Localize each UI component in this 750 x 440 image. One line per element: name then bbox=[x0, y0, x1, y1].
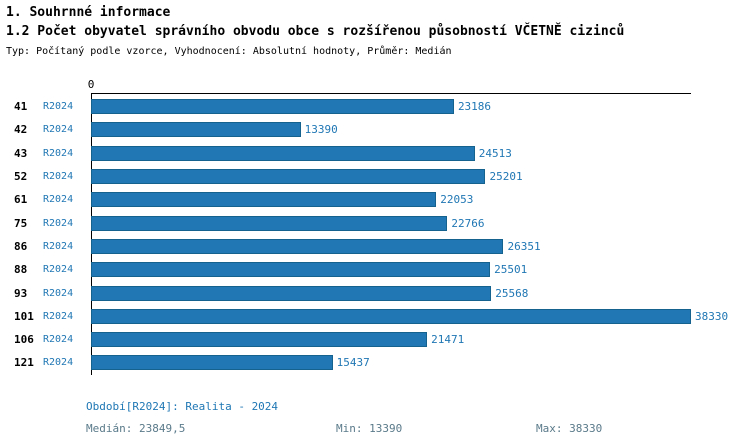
value-label: 13390 bbox=[304, 123, 338, 137]
category-label: 88 bbox=[14, 263, 28, 277]
series-label: R2024 bbox=[43, 101, 74, 113]
bar-track: 22053 bbox=[91, 188, 691, 211]
chart-title: 1.2 Počet obyvatel správního obvodu obce… bbox=[6, 24, 625, 39]
chart-row: 121 R2024 15437 bbox=[6, 351, 750, 374]
series-label: R2024 bbox=[43, 264, 74, 276]
series-label: R2024 bbox=[43, 310, 74, 322]
chart-row: 41 R2024 23186 bbox=[6, 95, 750, 118]
bar-track: 25501 bbox=[91, 258, 691, 281]
series-label: R2024 bbox=[43, 287, 74, 299]
series-label: R2024 bbox=[43, 217, 74, 229]
value-label: 26351 bbox=[507, 239, 541, 253]
chart-row: 52 R2024 25201 bbox=[6, 165, 750, 188]
chart-row: 86 R2024 26351 bbox=[6, 235, 750, 258]
category-label: 61 bbox=[14, 193, 28, 207]
value-label: 23186 bbox=[457, 100, 492, 114]
bar bbox=[91, 285, 492, 301]
x-axis-line bbox=[91, 93, 691, 94]
value-label: 25568 bbox=[495, 286, 529, 300]
chart-rows: 41 R2024 23186 42 R2024 13390 43 R2024 24513 52 R2… bbox=[6, 93, 750, 375]
category-label: 43 bbox=[14, 146, 28, 160]
chart-meta: Typ: Počítaný podle vzorce, Vyhodnocení:… bbox=[6, 46, 452, 57]
bar bbox=[91, 355, 333, 371]
median-label: Medián: 23849,5 bbox=[86, 421, 186, 435]
chart-row: 75 R2024 22766 bbox=[6, 211, 750, 234]
chart-row: 106 R2024 21471 bbox=[6, 328, 750, 351]
bar bbox=[91, 169, 486, 185]
category-label: 93 bbox=[14, 286, 28, 300]
value-label: 24513 bbox=[478, 146, 512, 160]
bar-track: 38330 bbox=[91, 305, 728, 328]
stats-row: Medián: 23849,5 Min: 13390 Max: 38330 bbox=[86, 422, 750, 435]
series-label: R2024 bbox=[43, 357, 74, 369]
bar-track: 26351 bbox=[91, 235, 691, 258]
category-label: 42 bbox=[14, 123, 28, 137]
max-label: Max: 38330 bbox=[536, 421, 603, 435]
value-label: 15437 bbox=[336, 356, 370, 370]
chart-row: 93 R2024 25568 bbox=[6, 281, 750, 304]
value-label: 25501 bbox=[494, 263, 528, 277]
bar-chart: 0 41 R2024 23186 42 R2024 13390 43 R2024 24513 52… bbox=[6, 78, 750, 375]
category-label: 75 bbox=[14, 216, 28, 230]
bar bbox=[91, 332, 428, 348]
chart-row: 61 R2024 22053 bbox=[6, 188, 750, 211]
bar-track: 22766 bbox=[91, 211, 691, 234]
chart-footer: Období[R2024]: Realita - 2024 Medián: 23… bbox=[6, 399, 750, 435]
chart-row: 43 R2024 24513 bbox=[6, 142, 750, 165]
category-label: 106 bbox=[14, 333, 34, 347]
value-label: 21471 bbox=[431, 333, 465, 347]
value-label: 22766 bbox=[451, 216, 485, 230]
series-label: R2024 bbox=[43, 171, 74, 183]
bar bbox=[91, 192, 437, 208]
min-label: Min: 13390 bbox=[336, 421, 403, 435]
bar bbox=[91, 238, 504, 254]
bar-track: 25568 bbox=[91, 281, 691, 304]
value-label: 25201 bbox=[489, 170, 523, 184]
y-axis-line bbox=[91, 93, 92, 375]
category-label: 86 bbox=[14, 239, 28, 253]
bar bbox=[91, 308, 691, 324]
page-title: 1. Souhrnné informace bbox=[6, 5, 171, 20]
category-label: 101 bbox=[14, 309, 34, 323]
series-label: R2024 bbox=[43, 124, 74, 136]
bar-track: 23186 bbox=[91, 95, 691, 118]
bar-track: 24513 bbox=[91, 142, 691, 165]
series-label: R2024 bbox=[43, 147, 74, 159]
category-label: 121 bbox=[14, 356, 34, 370]
bar-track: 25201 bbox=[91, 165, 691, 188]
bar-track: 15437 bbox=[91, 351, 691, 374]
bar bbox=[91, 262, 491, 278]
bar bbox=[91, 215, 448, 231]
series-label: R2024 bbox=[43, 194, 74, 206]
bar-track: 13390 bbox=[91, 118, 691, 141]
bar bbox=[91, 99, 454, 115]
x-axis-origin-label: 0 bbox=[87, 78, 95, 91]
series-label: R2024 bbox=[43, 334, 74, 346]
bar-track: 21471 bbox=[91, 328, 691, 351]
value-label: 38330 bbox=[695, 309, 729, 323]
bar bbox=[91, 122, 301, 138]
value-label: 22053 bbox=[440, 193, 474, 207]
chart-row: 42 R2024 13390 bbox=[6, 118, 750, 141]
period-label: Období[R2024]: Realita - 2024 bbox=[86, 399, 279, 413]
category-label: 52 bbox=[14, 170, 28, 184]
bar bbox=[91, 145, 475, 161]
chart-row: 101 R2024 38330 bbox=[6, 305, 750, 328]
chart-row: 88 R2024 25501 bbox=[6, 258, 750, 281]
series-label: R2024 bbox=[43, 240, 74, 252]
category-label: 41 bbox=[14, 100, 28, 114]
